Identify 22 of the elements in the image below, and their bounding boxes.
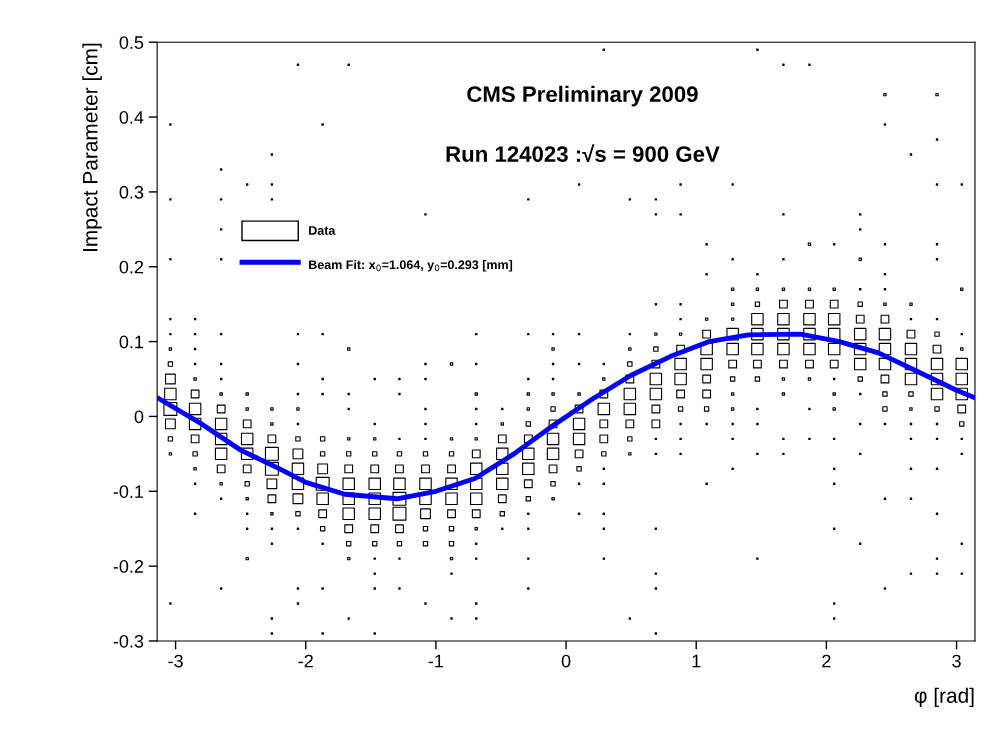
annotation: Run 124023 :√s = 900 GeV xyxy=(446,144,720,163)
x-tick-label: 2 xyxy=(822,654,831,668)
annotation: CMS Preliminary 2009 xyxy=(467,85,698,107)
x-tick-label: -1 xyxy=(428,654,444,668)
y-tick-label: 0.2 xyxy=(119,260,144,274)
x-axis-title: φ [rad] xyxy=(914,687,974,708)
y-tick-label: 0.3 xyxy=(119,185,144,199)
y-tick-label: 0.4 xyxy=(119,111,144,124)
y-tick-label: -0.2 xyxy=(113,560,144,573)
legend-label: Beam Fit: x$_{0}$=1.064, y$_{0}$=0.293 [mm] xyxy=(309,259,513,272)
y-tick-label: -0.3 xyxy=(113,634,144,648)
y-tick-label: 0.5 xyxy=(119,36,144,49)
x-tick-label: -2 xyxy=(298,654,313,668)
x-tick-label: -3 xyxy=(168,654,183,668)
y-tick-label: -0.1 xyxy=(113,485,144,498)
x-tick-label: 1 xyxy=(692,654,701,668)
x-tick-label: 3 xyxy=(952,654,961,668)
y-tick-label: 0 xyxy=(134,410,144,424)
y-tick-label: 0.1 xyxy=(119,335,144,349)
x-tick-label: 0 xyxy=(561,654,571,668)
y-axis-title: Impact Parameter [cm] xyxy=(82,43,102,251)
legend-label: Data xyxy=(309,226,336,235)
